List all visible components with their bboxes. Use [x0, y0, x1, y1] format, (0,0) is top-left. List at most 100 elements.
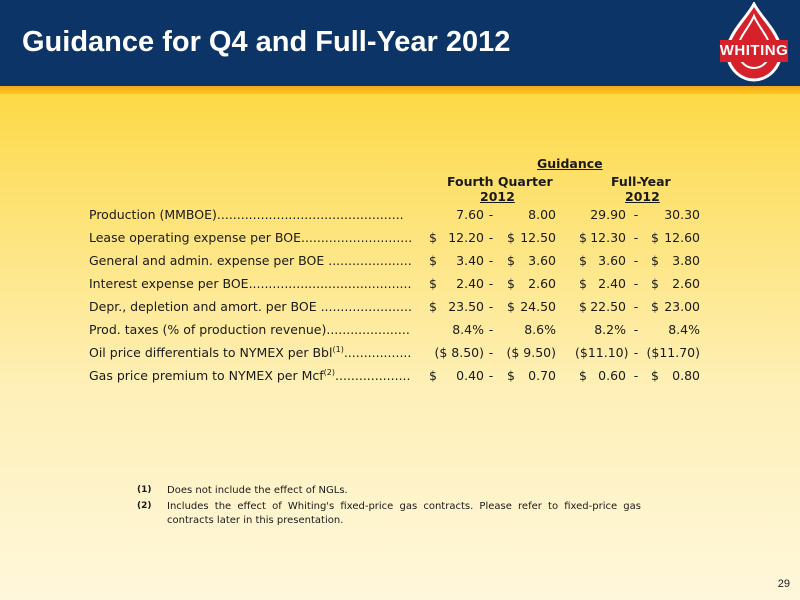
dollar-sign: $ [507, 276, 515, 291]
q-low-value: 0.40 [456, 368, 484, 383]
col-full-year-header: Full-Year [611, 174, 671, 189]
fy-high-value: 23.00 [664, 299, 700, 314]
row-label-dots: ................... [335, 368, 411, 383]
row-label: Oil price differentials to NYMEX per Bbl… [89, 345, 411, 360]
table-row: Depr., depletion and amort. per BOE ....… [0, 299, 800, 321]
range-dash: - [633, 230, 639, 245]
fy-high-value: 0.80 [672, 368, 700, 383]
q-low-value: 23.50 [448, 299, 484, 314]
table-row: Interest expense per BOE................… [0, 276, 800, 298]
table-row: Production (MMBOE)......................… [0, 207, 800, 229]
dollar-sign: $ [429, 276, 437, 291]
q-low-value: 8.4% [452, 322, 484, 337]
dollar-sign: $ [429, 230, 437, 245]
row-label-text: Depr., depletion and amort. per BOE ....… [89, 299, 411, 314]
fy-low-value: 2.40 [598, 276, 626, 291]
dollar-sign: $ [651, 276, 659, 291]
range-dash: - [633, 299, 639, 314]
range-dash: - [633, 322, 639, 337]
dollar-sign: $ [429, 368, 437, 383]
header-bar [0, 0, 800, 86]
oil-drop-icon [720, 0, 788, 82]
fy-high-value: 8.4% [668, 322, 700, 337]
fy-low-value: 12.30 [590, 230, 626, 245]
fy-high-value: ($11.70) [646, 345, 701, 360]
fy-high-value: 30.30 [664, 207, 700, 222]
q-high-value: 24.50 [520, 299, 556, 314]
dollar-sign: $ [651, 368, 659, 383]
dollar-sign: $ [507, 299, 515, 314]
fy-low-value: 0.60 [598, 368, 626, 383]
fy-low-value: 22.50 [590, 299, 626, 314]
footnote-1-text: Does not include the effect of NGLs. [167, 485, 348, 496]
row-label: Prod. taxes (% of production revenue)...… [89, 322, 411, 337]
range-dash: - [488, 230, 494, 245]
dollar-sign: $ [651, 253, 659, 268]
q-high-value: 2.60 [528, 276, 556, 291]
slide-title: Guidance for Q4 and Full-Year 2012 [22, 26, 511, 58]
header-stripe [0, 86, 800, 94]
range-dash: - [488, 345, 494, 360]
range-dash: - [633, 368, 639, 383]
row-label-text: Gas price premium to NYMEX per Mcf [89, 368, 324, 383]
dollar-sign: $ [507, 253, 515, 268]
fy-high-value: 2.60 [672, 276, 700, 291]
row-label-dots: ................. [343, 345, 411, 360]
range-dash: - [488, 299, 494, 314]
range-dash: - [488, 276, 494, 291]
range-dash: - [633, 253, 639, 268]
range-dash: - [633, 276, 639, 291]
dollar-sign: $ [429, 299, 437, 314]
table-row: Gas price premium to NYMEX per Mcf(2)...… [0, 368, 800, 390]
footnote-2-mark: (2) [137, 501, 152, 511]
row-footnote-ref: (1) [332, 345, 344, 354]
fy-high-value: 3.80 [672, 253, 700, 268]
col-full-year-year: 2012 [625, 189, 660, 204]
range-dash: - [633, 207, 639, 222]
row-label-text: Oil price differentials to NYMEX per Bbl [89, 345, 333, 360]
table-row: General and admin. expense per BOE .....… [0, 253, 800, 275]
row-label: Lease operating expense per BOE.........… [89, 230, 411, 245]
row-label-text: General and admin. expense per BOE .....… [89, 253, 411, 268]
dollar-sign: $ [579, 368, 587, 383]
dollar-sign: $ [579, 276, 587, 291]
footnote-2-text: Includes the effect of Whiting's fixed-p… [167, 501, 641, 526]
row-label: General and admin. expense per BOE .....… [89, 253, 411, 268]
page-number: 29 [777, 578, 790, 590]
table-row: Lease operating expense per BOE.........… [0, 230, 800, 252]
q-high-value: ($ 9.50) [506, 345, 556, 360]
fy-low-value: 8.2% [594, 322, 626, 337]
dollar-sign: $ [507, 368, 515, 383]
q-high-value: 8.6% [524, 322, 556, 337]
q-high-value: 8.00 [528, 207, 556, 222]
q-low-value: 12.20 [448, 230, 484, 245]
row-label-text: Prod. taxes (% of production revenue)...… [89, 322, 411, 337]
q-low-value: 7.60 [456, 207, 484, 222]
fy-low-value: 29.90 [590, 207, 626, 222]
guidance-header: Guidance [537, 156, 603, 171]
logo-text: WHITING [719, 42, 789, 59]
q-high-value: 0.70 [528, 368, 556, 383]
dollar-sign: $ [579, 253, 587, 268]
row-label-text: Production (MMBOE)......................… [89, 207, 404, 222]
q-low-value: 2.40 [456, 276, 484, 291]
fy-high-value: 12.60 [664, 230, 700, 245]
fy-low-value: ($11.10) [575, 345, 629, 360]
whiting-logo: WHITING [712, 0, 796, 84]
col-fourth-quarter-year: 2012 [480, 189, 515, 204]
q-high-value: 3.60 [528, 253, 556, 268]
range-dash: - [488, 368, 494, 383]
range-dash: - [633, 345, 639, 360]
row-label: Interest expense per BOE................… [89, 276, 411, 291]
dollar-sign: $ [429, 253, 437, 268]
col-fourth-quarter-header: Fourth Quarter [447, 174, 553, 189]
dollar-sign: $ [507, 230, 515, 245]
dollar-sign: $ [651, 299, 659, 314]
row-label: Production (MMBOE)......................… [89, 207, 411, 222]
row-label-text: Lease operating expense per BOE.........… [89, 230, 411, 245]
row-footnote-ref: (2) [323, 368, 335, 377]
range-dash: - [488, 322, 494, 337]
fy-low-value: 3.60 [598, 253, 626, 268]
row-label: Gas price premium to NYMEX per Mcf(2)...… [89, 368, 411, 383]
table-row: Prod. taxes (% of production revenue)...… [0, 322, 800, 344]
